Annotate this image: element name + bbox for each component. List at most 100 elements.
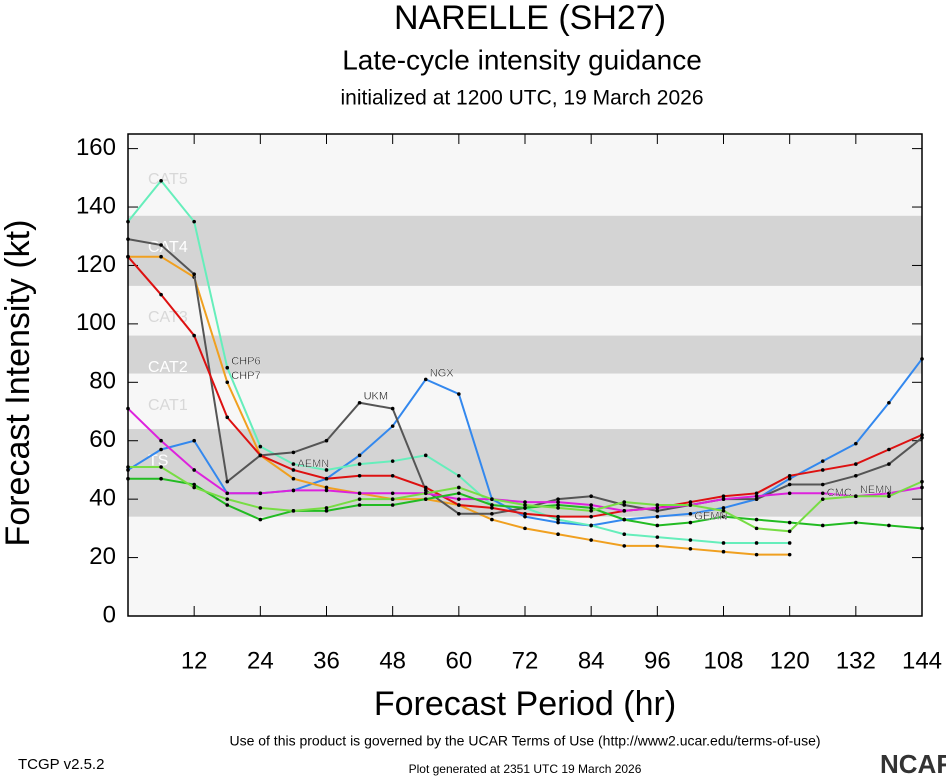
- data-point: [457, 473, 461, 478]
- data-point: [457, 511, 461, 516]
- data-point: [159, 447, 163, 452]
- data-point: [721, 509, 726, 513]
- data-point: [721, 497, 726, 501]
- data-point: [854, 473, 858, 478]
- category-band: [128, 215, 922, 286]
- data-point: [523, 526, 527, 531]
- data-point: [490, 506, 494, 510]
- data-point: [787, 476, 792, 481]
- x-tick-label: 72: [512, 647, 539, 674]
- data-point: [887, 462, 891, 466]
- data-point: [787, 529, 792, 534]
- data-point: [556, 497, 560, 501]
- plot-frame: [127, 133, 923, 617]
- x-axis-label: Forecast Period (hr): [374, 685, 676, 723]
- data-point: [225, 365, 230, 370]
- data-point: [688, 511, 693, 516]
- data-point: [589, 514, 593, 519]
- data-point: [390, 424, 395, 428]
- data-point: [721, 549, 726, 554]
- data-point: [291, 462, 296, 466]
- data-point: [787, 482, 792, 487]
- data-point: [258, 506, 263, 510]
- data-point: [754, 526, 759, 531]
- logo: NCAR: [880, 749, 946, 779]
- data-point: [854, 441, 858, 446]
- band-label: CAT5: [148, 171, 188, 188]
- data-point: [523, 514, 527, 519]
- x-tick-label: 120: [770, 647, 810, 674]
- data-point: [357, 497, 362, 501]
- data-point: [390, 406, 395, 411]
- data-point: [589, 523, 593, 528]
- data-point: [820, 459, 825, 463]
- data-point: [622, 509, 627, 513]
- data-point: [589, 503, 593, 507]
- data-point: [324, 476, 329, 481]
- band-label: CAT3: [148, 309, 188, 326]
- data-point: [324, 509, 329, 513]
- data-point: [721, 541, 726, 545]
- data-point: [225, 497, 230, 501]
- data-point: [688, 547, 693, 551]
- data-point: [721, 506, 726, 510]
- data-point: [820, 482, 825, 487]
- data-point: [159, 292, 163, 297]
- y-tick-label: 100: [76, 309, 116, 336]
- data-point: [423, 488, 428, 493]
- data-point: [457, 485, 461, 490]
- series-label: UKM: [364, 391, 388, 403]
- data-point: [556, 506, 560, 510]
- data-point: [787, 491, 792, 496]
- data-point: [357, 503, 362, 507]
- data-point: [159, 243, 163, 247]
- data-point: [192, 485, 196, 490]
- data-point: [655, 509, 660, 513]
- y-tick-label: 80: [89, 368, 116, 395]
- x-tick-label: 12: [181, 647, 208, 674]
- data-point: [688, 503, 693, 507]
- category-band: [128, 335, 922, 374]
- data-point: [423, 485, 428, 490]
- series-label: AEMN: [297, 458, 329, 470]
- y-tick-label: 60: [89, 426, 116, 453]
- x-tick-label: 48: [379, 647, 406, 674]
- data-point: [324, 488, 329, 493]
- data-point: [655, 506, 660, 510]
- data-point: [854, 520, 858, 525]
- data-point: [390, 497, 395, 501]
- data-point: [324, 485, 329, 490]
- terms: Use of this product is governed by the U…: [229, 733, 820, 749]
- data-point: [523, 500, 527, 504]
- data-point: [490, 511, 494, 516]
- data-point: [754, 491, 759, 496]
- data-point: [523, 506, 527, 510]
- data-point: [159, 438, 163, 443]
- x-tick-label: 108: [703, 647, 743, 674]
- series-label: CMC: [827, 487, 852, 499]
- band-label: CAT1: [148, 397, 188, 414]
- data-point: [887, 447, 891, 452]
- data-point: [688, 500, 693, 504]
- data-point: [390, 473, 395, 478]
- generated: Plot generated at 2351 UTC 19 March 2026: [409, 762, 642, 776]
- data-point: [225, 491, 230, 496]
- data-point: [820, 523, 825, 528]
- y-tick-label: 20: [89, 543, 116, 570]
- data-point: [423, 377, 428, 382]
- data-point: [887, 491, 891, 496]
- data-point: [192, 468, 196, 472]
- data-point: [655, 503, 660, 507]
- data-point: [291, 450, 296, 455]
- series-label: CHP7: [231, 370, 260, 382]
- data-point: [258, 517, 263, 522]
- x-tick-label: 144: [902, 647, 942, 674]
- data-point: [192, 438, 196, 443]
- data-point: [688, 538, 693, 542]
- data-point: [556, 520, 560, 525]
- data-point: [490, 517, 494, 522]
- x-tick-label: 132: [836, 647, 876, 674]
- data-point: [887, 400, 891, 405]
- data-point: [688, 520, 693, 525]
